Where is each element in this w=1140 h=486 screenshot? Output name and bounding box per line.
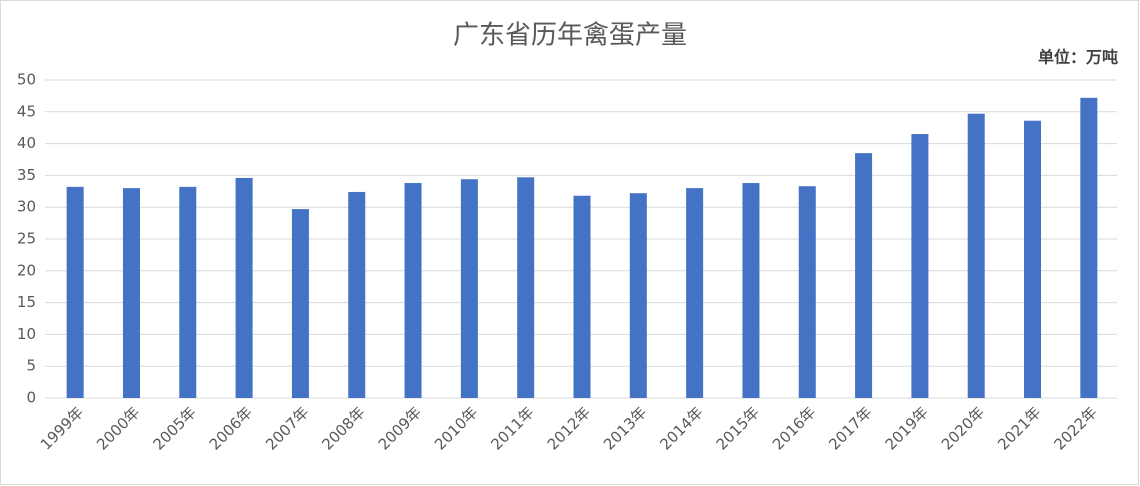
y-tick-label: 35 bbox=[17, 166, 36, 184]
y-tick-label: 0 bbox=[26, 389, 36, 407]
bar bbox=[517, 177, 535, 398]
y-tick-label: 45 bbox=[17, 102, 36, 120]
unit-label: 单位：万吨 bbox=[1038, 48, 1118, 67]
bar bbox=[235, 177, 253, 398]
y-tick-label: 30 bbox=[17, 198, 36, 216]
y-tick-label: 5 bbox=[26, 357, 36, 375]
bar bbox=[798, 186, 816, 398]
bar bbox=[967, 113, 985, 398]
bar bbox=[855, 153, 873, 398]
bar bbox=[911, 134, 929, 398]
chart-title: 广东省历年禽蛋产量 bbox=[453, 21, 687, 51]
bar bbox=[686, 188, 704, 398]
bar bbox=[66, 186, 84, 398]
bar bbox=[404, 183, 422, 398]
bar bbox=[1080, 97, 1098, 399]
bar bbox=[629, 193, 647, 398]
y-tick-label: 10 bbox=[17, 325, 36, 343]
bar bbox=[573, 195, 591, 398]
bar bbox=[122, 188, 140, 398]
bar bbox=[348, 191, 366, 398]
y-tick-label: 40 bbox=[17, 134, 36, 152]
y-tick-label: 15 bbox=[17, 293, 36, 311]
y-tick-label: 25 bbox=[17, 230, 36, 248]
y-tick-label: 50 bbox=[17, 71, 36, 89]
bar bbox=[291, 209, 309, 398]
bar bbox=[460, 179, 478, 398]
bar bbox=[179, 186, 197, 398]
bar bbox=[742, 183, 760, 398]
bar bbox=[1024, 120, 1042, 398]
y-tick-label: 20 bbox=[17, 261, 36, 279]
